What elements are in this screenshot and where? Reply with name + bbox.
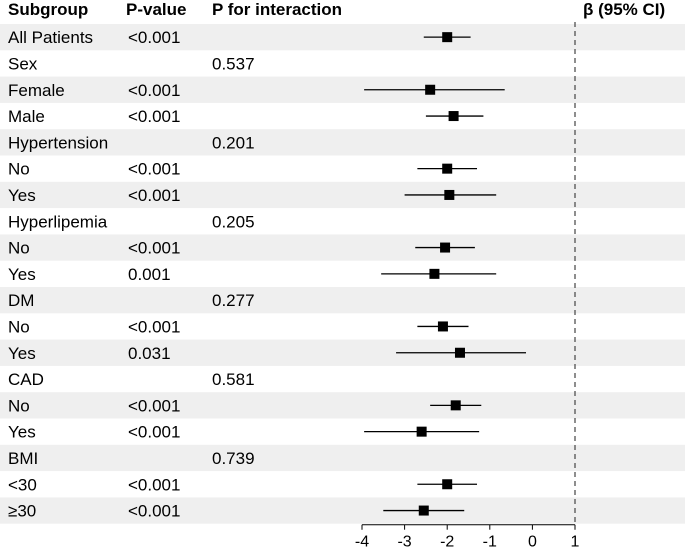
x-tick-label: -1 [483, 534, 497, 551]
row-p-value: <0.001 [128, 423, 180, 442]
point-estimate [440, 242, 451, 253]
point-estimate [437, 321, 448, 332]
row-p-value: <0.001 [128, 396, 180, 415]
row-label: No [8, 239, 30, 258]
point-estimate [448, 111, 459, 122]
row-p-interaction: 0.581 [212, 370, 255, 389]
row-label: Male [8, 107, 45, 126]
point-estimate [442, 32, 453, 43]
point-estimate [416, 426, 427, 437]
row-label: Sex [8, 54, 38, 73]
header-p-interaction: P for interaction [212, 0, 342, 19]
x-tick-label: 1 [571, 534, 580, 551]
header-p-value: P-value [126, 0, 186, 19]
row-label: Female [8, 81, 65, 100]
row-p-value: <0.001 [128, 28, 180, 47]
x-tick-label: -3 [397, 534, 411, 551]
row-p-value: <0.001 [128, 107, 180, 126]
row-label: No [8, 396, 30, 415]
row-p-interaction: 0.205 [212, 212, 255, 231]
row-band [0, 181, 685, 209]
row-backgrounds [0, 24, 685, 524]
point-estimate [454, 347, 465, 358]
point-estimate [442, 479, 453, 490]
row-band [0, 497, 685, 524]
row-label: CAD [8, 370, 44, 389]
row-band [0, 339, 685, 366]
point-estimate [425, 84, 436, 95]
column-headers: Subgroup P-value P for interaction β (95… [8, 0, 665, 19]
x-tick-label: -2 [440, 534, 454, 551]
row-p-value: <0.001 [128, 239, 180, 258]
row-label: <30 [8, 475, 37, 494]
row-p-interaction: 0.537 [212, 54, 255, 73]
row-p-value: <0.001 [128, 160, 180, 179]
row-label: ≥30 [8, 502, 36, 521]
row-band [0, 287, 685, 314]
x-tick-label: 0 [528, 534, 537, 551]
row-p-value: 0.001 [128, 265, 171, 284]
row-band [0, 234, 685, 261]
row-band [0, 129, 685, 156]
row-band [0, 444, 685, 472]
row-p-value: <0.001 [128, 502, 180, 521]
x-axis: -4 -3 -2 -1 0 1 [355, 524, 580, 551]
row-label: Yes [8, 186, 36, 205]
point-estimate [418, 505, 429, 516]
row-label: Yes [8, 265, 36, 284]
row-label: DM [8, 291, 34, 310]
row-p-interaction: 0.739 [212, 449, 255, 468]
row-label: BMI [8, 449, 38, 468]
row-label: No [8, 160, 30, 179]
row-label: Hyperlipemia [8, 212, 108, 231]
x-tick-label: -4 [355, 534, 369, 551]
row-p-value: <0.001 [128, 317, 180, 336]
row-p-value: <0.001 [128, 81, 180, 100]
header-subgroup: Subgroup [8, 0, 88, 19]
row-band [0, 392, 685, 419]
point-estimate [429, 268, 440, 279]
row-p-interaction: 0.201 [212, 133, 255, 152]
effect-marks [364, 32, 527, 516]
row-p-value: <0.001 [128, 475, 180, 494]
table-cells: All Patients <0.001 Sex 0.537 Female <0.001 Ma… [8, 28, 255, 520]
point-estimate [442, 163, 453, 174]
point-estimate [450, 400, 461, 411]
row-band [0, 24, 685, 51]
row-label: Yes [8, 344, 36, 363]
point-estimate [444, 189, 455, 200]
row-p-interaction: 0.277 [212, 291, 255, 310]
row-label: Yes [8, 423, 36, 442]
row-label: All Patients [8, 28, 93, 47]
header-effect: β (95% CI) [583, 0, 665, 19]
row-p-value: 0.031 [128, 344, 171, 363]
row-label: Hypertension [8, 133, 108, 152]
row-p-value: <0.001 [128, 186, 180, 205]
row-label: No [8, 317, 30, 336]
row-band [0, 76, 685, 103]
